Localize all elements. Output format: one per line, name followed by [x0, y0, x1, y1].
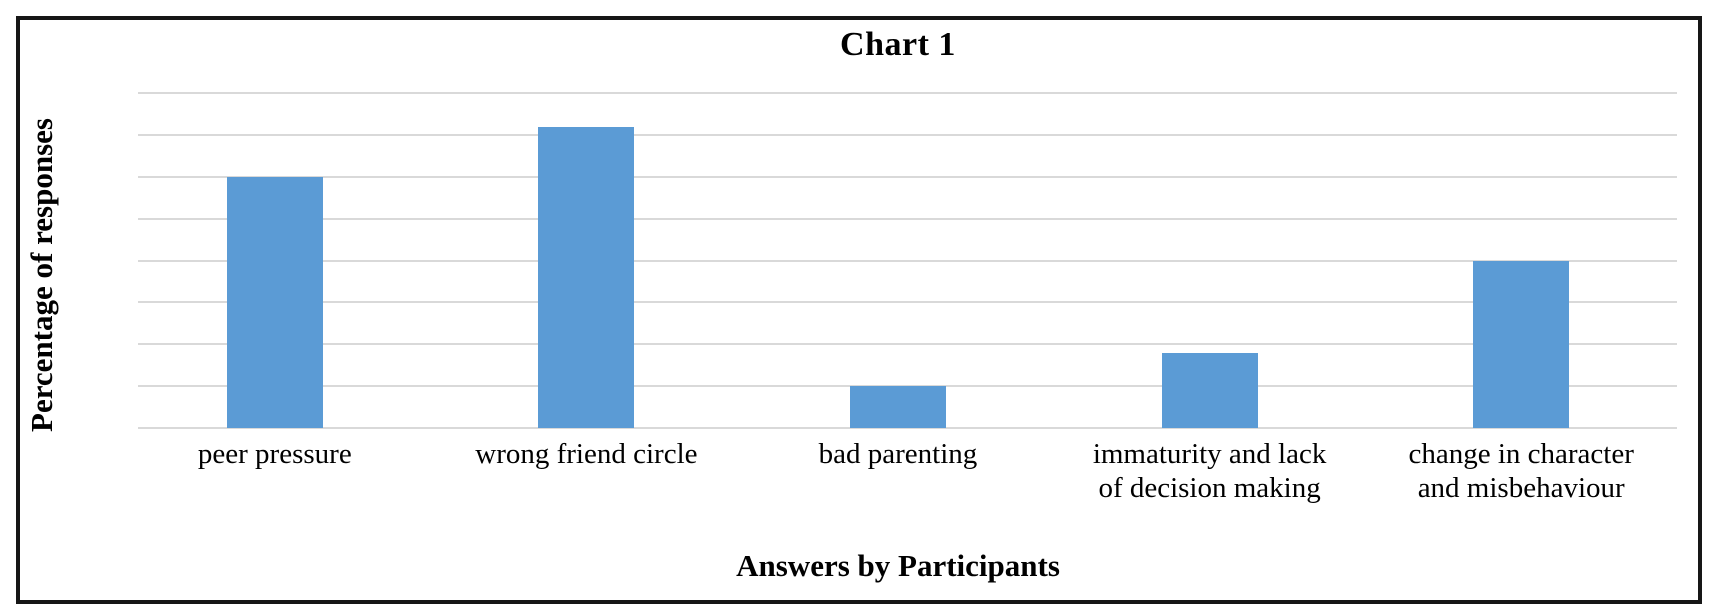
- bar-peer-pressure: [226, 176, 323, 428]
- gridline-10: [138, 343, 1677, 346]
- bar-bad-parenting: [850, 386, 946, 428]
- bar-immaturity-and-lack: [1161, 352, 1258, 428]
- gridline-25: [138, 217, 1677, 220]
- plot-area: [119, 92, 1677, 429]
- gridline-0: [138, 427, 1677, 429]
- gridline-20: [138, 259, 1677, 262]
- gridline-15: [138, 301, 1677, 304]
- x-category-label-wrong-friend-circle: wrong friend circle: [475, 438, 698, 470]
- x-category-label-immaturity-and-lack: immaturity and lack of decision making: [1092, 438, 1327, 504]
- gridline-35: [138, 133, 1677, 136]
- gridline-40: [138, 92, 1677, 94]
- chart-title: Chart 1: [840, 26, 956, 63]
- bar-change-in-character: [1473, 260, 1570, 428]
- x-axis-title: Answers by Participants: [736, 548, 1060, 583]
- x-category-label-change-in-character: change in character and misbehaviour: [1408, 438, 1634, 504]
- bar-wrong-friend-circle: [538, 126, 635, 428]
- x-category-label-bad-parenting: bad parenting: [818, 438, 978, 470]
- y-axis-title: Percentage of responses: [24, 118, 59, 432]
- x-axis-category-labels: peer pressure wrong friend circle bad pare…: [119, 437, 1677, 517]
- x-category-label-peer-pressure: peer pressure: [197, 438, 352, 470]
- gridline-30: [138, 175, 1677, 178]
